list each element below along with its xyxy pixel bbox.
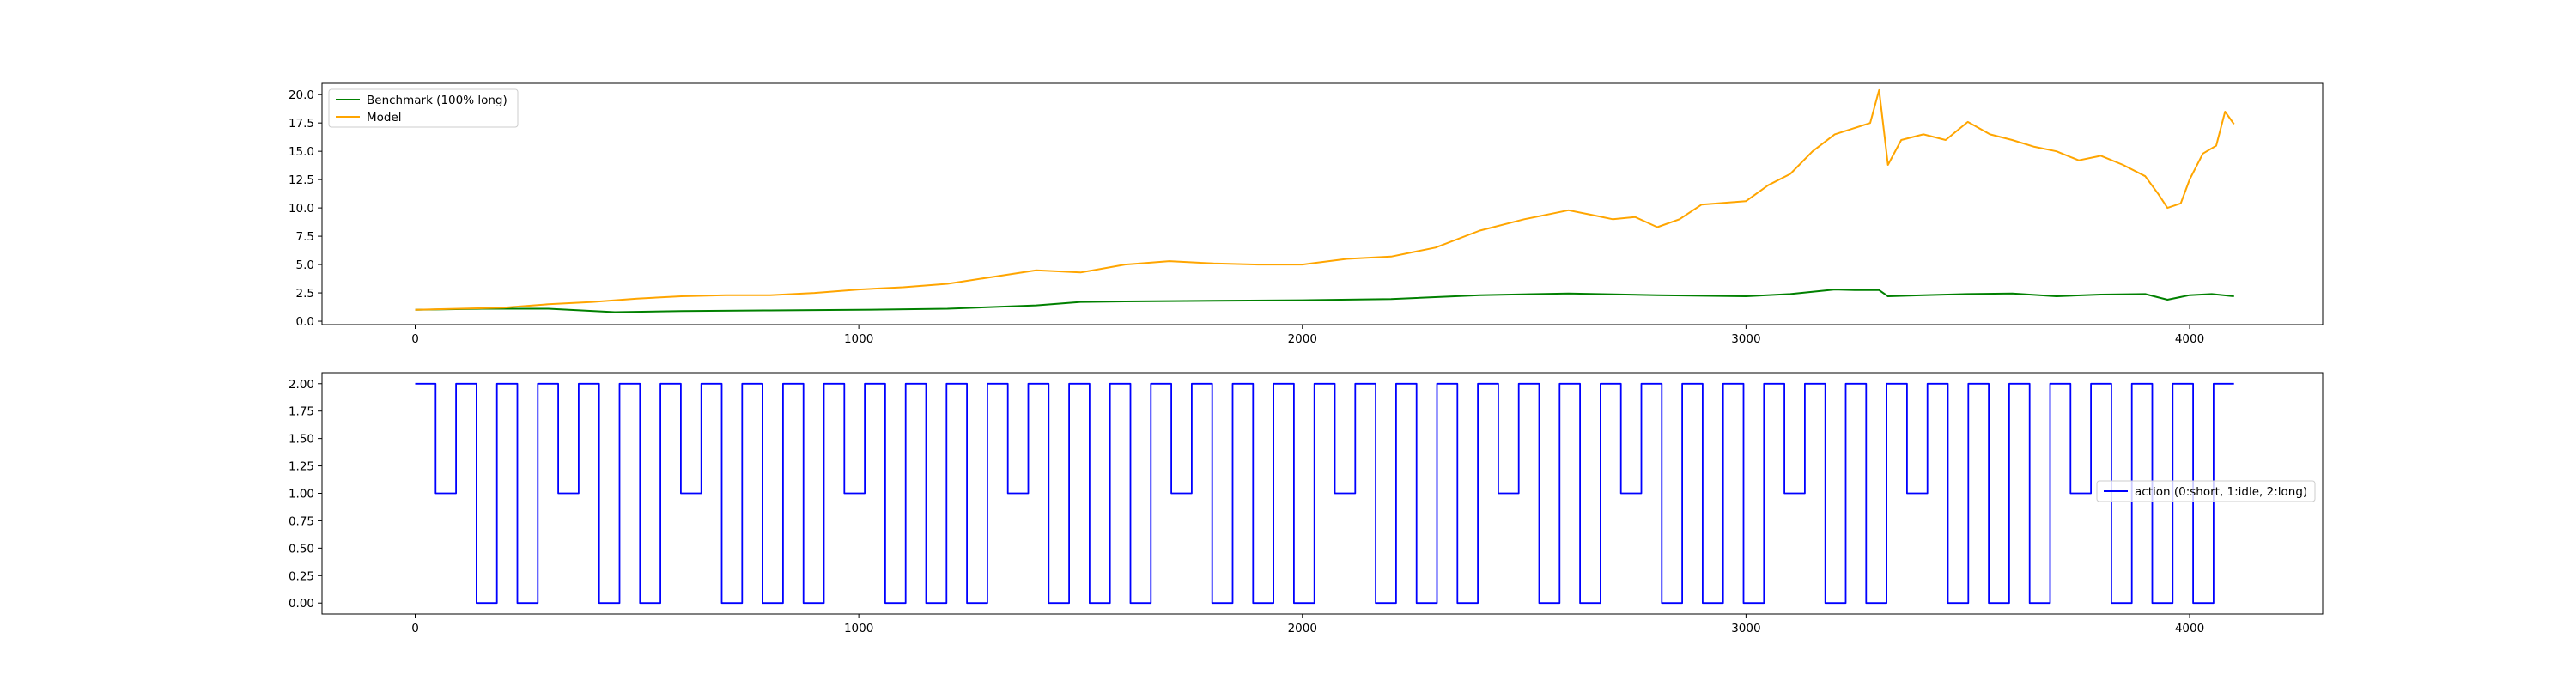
series-line-benchmark-100-long [415,289,2234,313]
action-chart-legend: action (0:short, 1:idle, 2:long) [2096,480,2316,502]
x-tick-label: 1000 [844,622,873,635]
equity-chart-frame [321,82,2324,325]
y-tick-label: 0.75 [289,514,314,528]
x-tick-label: 4000 [2175,332,2204,346]
action-chart-x-axis: 0 1000 2000 3000 4000 [411,614,2204,635]
y-tick-label: 20.0 [289,88,314,102]
y-tick-label: 1.25 [289,460,314,474]
legend-label-model: Model [367,111,402,125]
y-tick-label: 2.00 [289,378,314,392]
x-tick-label: 1000 [844,332,873,346]
equity-chart-x-axis: 0 1000 2000 3000 4000 [411,325,2204,346]
y-tick-label: 1.75 [289,405,314,419]
x-tick-label: 0 [411,622,419,635]
series-line-model [415,88,2235,311]
action-chart: 0 1000 2000 3000 4000 0.00 0.25 0.50 0.75 1.00 1.… [289,372,2324,635]
legend-label-action-0-short-1-idle-2-long: action (0:short, 1:idle, 2:long) [2135,485,2307,499]
y-tick-label: 0.25 [289,569,314,583]
action-chart-y-axis: 0.00 0.25 0.50 0.75 1.00 1.25 1.50 1.75 2.00 [289,378,322,611]
x-tick-label: 3000 [1731,332,1760,346]
series-line-action-0-short-1-idle-2-long [415,382,2234,605]
y-tick-label: 12.5 [289,173,314,187]
y-tick-label: 0.0 [296,315,314,329]
legend-box [2096,480,2316,502]
y-tick-label: 1.00 [289,488,314,502]
legend-label-benchmark-100-long: Benchmark (100% long) [367,94,507,107]
y-tick-label: 10.0 [289,202,314,216]
y-tick-label: 2.5 [296,287,314,301]
x-tick-label: 2000 [1288,332,1317,346]
y-tick-label: 0.50 [289,542,314,556]
y-tick-label: 17.5 [289,117,314,131]
action-chart-lines [415,382,2234,605]
equity-chart-legend: Benchmark (100% long) Model [328,88,519,128]
legend-box [328,88,519,128]
equity-chart-lines [415,88,2235,313]
equity-chart-y-axis: 0.0 2.5 5.0 7.5 10.0 12.5 15.0 17.5 20.0 [289,88,322,329]
x-tick-label: 0 [411,332,419,346]
y-tick-label: 0.00 [289,597,314,611]
equity-chart: 0 1000 2000 3000 4000 0.0 2.5 5.0 7.5 10.0 12.5 15… [289,82,2324,346]
y-tick-label: 1.50 [289,433,314,447]
x-tick-label: 3000 [1731,622,1760,635]
x-tick-label: 2000 [1288,622,1317,635]
y-tick-label: 5.0 [296,258,314,272]
y-tick-label: 7.5 [296,230,314,244]
y-tick-label: 15.0 [289,145,314,159]
x-tick-label: 4000 [2175,622,2204,635]
